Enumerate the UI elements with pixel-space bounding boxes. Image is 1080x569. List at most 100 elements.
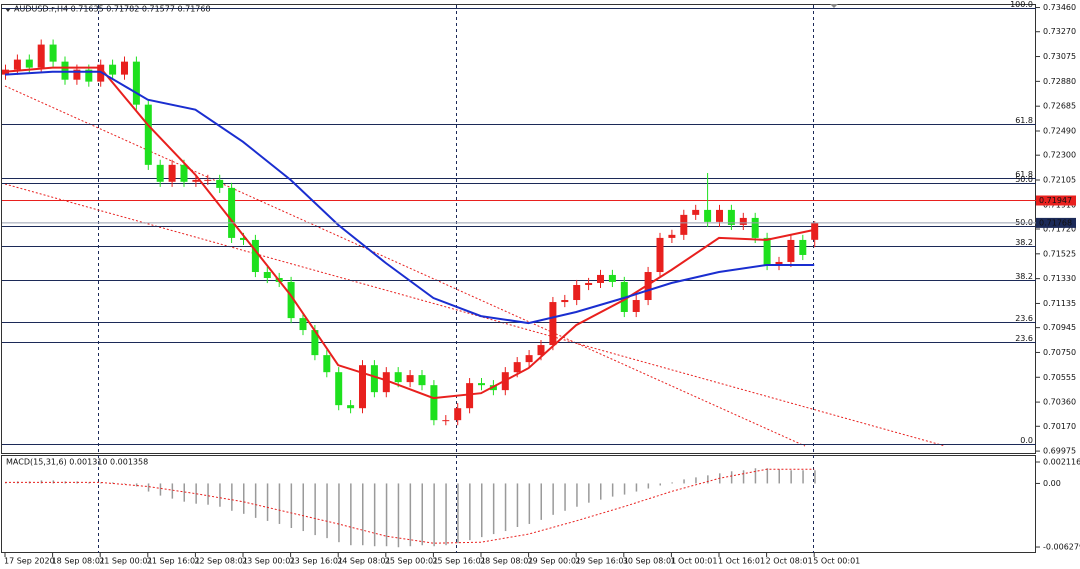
macd-bar xyxy=(707,475,709,484)
candle-body xyxy=(13,59,21,70)
y-tick-label: 0.71525 xyxy=(1043,249,1076,258)
macd-bar xyxy=(147,483,150,492)
macd-bar xyxy=(373,483,376,547)
candle-body xyxy=(156,164,164,182)
candle-body xyxy=(597,274,604,283)
candle-body xyxy=(25,59,33,68)
macd-bar xyxy=(802,470,804,484)
macd-bar xyxy=(290,483,293,528)
macd-bar xyxy=(314,483,316,536)
macd-bar xyxy=(564,483,566,511)
macd-bar xyxy=(659,483,661,486)
trendlines xyxy=(4,85,946,447)
fib-label: 61.8 xyxy=(1015,116,1033,125)
x-tick-label: 24 Sep 08:01 xyxy=(337,557,390,566)
x-tick-label: 28 Sep 08:01 xyxy=(480,557,533,566)
y-tick-label: 0.70555 xyxy=(1043,373,1076,382)
macd-bar xyxy=(88,482,90,484)
candle-body xyxy=(811,222,819,240)
fib-label: 100.0 xyxy=(1010,0,1033,9)
candle-body xyxy=(775,261,783,266)
macd-bar xyxy=(457,483,459,544)
candle-body xyxy=(478,383,485,386)
y-tick-label: 0.70750 xyxy=(1043,348,1076,357)
macd-bar xyxy=(730,471,733,484)
macd-bar xyxy=(671,482,673,484)
macd-bar xyxy=(600,483,602,500)
candle-body xyxy=(525,355,533,363)
candle-body xyxy=(513,362,521,373)
fib-label: 23.6 xyxy=(1015,314,1033,323)
period-separators xyxy=(98,5,814,553)
macd-bar xyxy=(421,483,423,546)
macd-bar xyxy=(814,470,816,484)
candle-body xyxy=(144,104,152,165)
candle-body xyxy=(668,234,676,238)
candle-body xyxy=(240,237,247,240)
candle-body xyxy=(549,302,557,346)
y-tick-label: 0.72300 xyxy=(1043,151,1076,160)
macd-bar xyxy=(445,483,447,546)
macd-bar xyxy=(254,483,257,518)
macd-bar xyxy=(742,470,745,484)
macd-bar xyxy=(695,477,697,484)
y-tick-label: 0.002116 xyxy=(1043,458,1080,467)
macd-bar xyxy=(112,482,114,484)
candle-body xyxy=(192,179,200,182)
macd-bar xyxy=(326,483,328,539)
macd-bar xyxy=(790,470,792,484)
candle-body xyxy=(204,179,212,181)
x-tick-label: 1 Oct 16:01 xyxy=(718,557,765,566)
candle-body xyxy=(168,164,176,182)
candle-body xyxy=(228,187,236,238)
macd-bar xyxy=(338,483,340,543)
candle-body xyxy=(680,214,688,235)
macd-bar xyxy=(350,483,352,546)
macd-bar xyxy=(195,483,197,504)
candle-body xyxy=(787,239,795,262)
candle-body xyxy=(716,209,723,222)
candle-body xyxy=(287,281,295,319)
macd-bar xyxy=(469,483,471,541)
candle-body xyxy=(335,372,343,406)
candle-body xyxy=(37,44,45,68)
y-tick-label: 0.73075 xyxy=(1043,52,1076,61)
macd-bar xyxy=(516,483,519,527)
candle-body xyxy=(382,372,390,393)
candle-body xyxy=(430,385,438,421)
macd-bar xyxy=(754,468,757,484)
shift-marker xyxy=(830,4,838,8)
y-tick-label: 0.00 xyxy=(1043,479,1061,488)
candle-body xyxy=(727,209,735,225)
trendline xyxy=(4,183,946,447)
macd-bar xyxy=(409,483,412,547)
y-tick-label: 0.69975 xyxy=(1043,447,1076,456)
candle-body xyxy=(73,69,81,80)
macd-bar xyxy=(647,483,650,489)
candle-body xyxy=(644,272,652,301)
x-tick-label: 22 Sep 08:01 xyxy=(194,557,247,566)
macd-bar xyxy=(492,483,495,535)
macd-bar xyxy=(576,483,578,507)
candle-body xyxy=(763,237,771,266)
macd-bar xyxy=(683,479,685,484)
candle-body xyxy=(263,272,271,278)
x-tick-label: 21 Sep 16:01 xyxy=(147,557,200,566)
macd-bar xyxy=(481,483,483,538)
candle-body xyxy=(394,372,402,383)
macd-title: MACD(15,31,6) 0.001310 0.001358 xyxy=(6,458,148,467)
candle-body xyxy=(216,179,224,188)
x-tick-label: 29 Sep 00:01 xyxy=(528,557,581,566)
x-tick-label: 2 Oct 08:01 xyxy=(766,557,813,566)
macd-frame xyxy=(1,455,1036,553)
y-tick-label: 0.70170 xyxy=(1043,422,1076,431)
candle-body xyxy=(251,239,259,273)
price-box-label: 0.71947 xyxy=(1039,196,1072,205)
macd-bar xyxy=(207,483,209,505)
macd-bar xyxy=(302,483,304,532)
y-tick-label: 0.71720 xyxy=(1043,225,1076,234)
x-tick-label: 21 Sep 00:01 xyxy=(99,557,152,566)
y-tick-label: 0.70360 xyxy=(1043,398,1076,407)
macd-bar xyxy=(552,483,554,515)
